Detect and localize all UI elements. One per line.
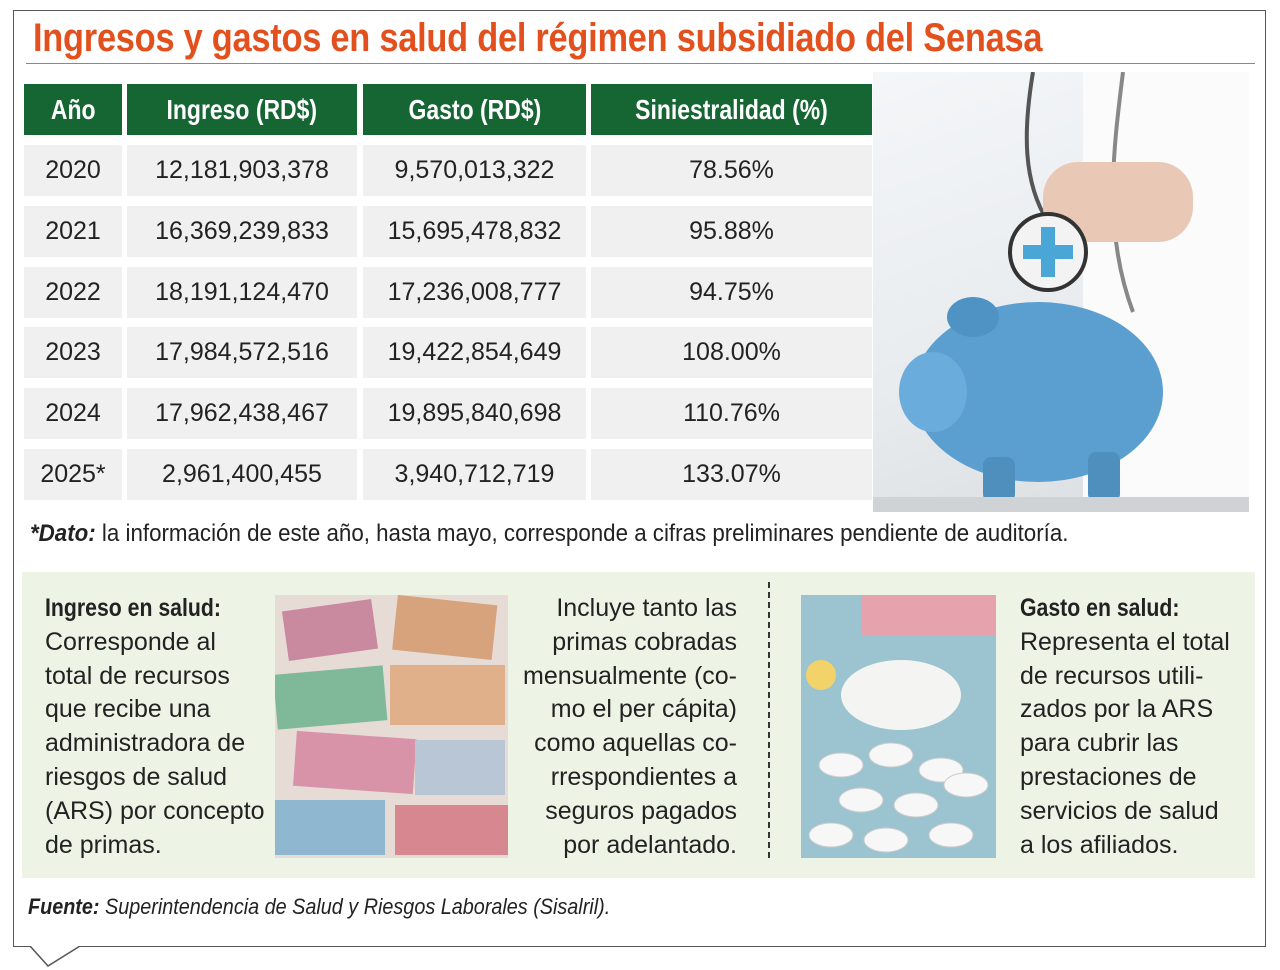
ingreso-definition: Ingreso en salud: Corresponde al total de…	[45, 592, 265, 862]
cell-ingreso: 2,961,400,455	[127, 449, 357, 500]
definition-line: administradora de	[45, 729, 246, 758]
header-label: Gasto (RD$)	[408, 93, 541, 125]
source-credit: Fuente: Superintendencia de Salud y Ries…	[28, 894, 610, 920]
detail-line: por adelantado.	[563, 830, 737, 859]
detail-line: rrespondientes a	[550, 762, 737, 791]
ingreso-heading: Ingreso en salud:	[45, 594, 221, 622]
cell-gasto: 9,570,013,322	[363, 145, 586, 196]
footnote-label: *Dato:	[30, 520, 96, 547]
footnote-text: la información de este año, hasta mayo, …	[95, 520, 1069, 547]
cell-year: 2021	[24, 205, 122, 257]
cell-siniestralidad: 94.75%	[591, 266, 872, 318]
definition-line: zados por la ARS	[1020, 695, 1214, 724]
definition-line: servicios de salud	[1020, 796, 1219, 825]
definition-line: prestaciones de	[1020, 762, 1197, 791]
header-label: Ingreso (RD$)	[166, 93, 318, 125]
cell-year: 2024	[24, 388, 122, 440]
header-ingreso: Ingreso (RD$)	[127, 84, 357, 135]
cell-gasto: 19,895,840,698	[363, 388, 586, 440]
detail-line: seguros pagados	[545, 796, 737, 825]
definition-line: para cubrir las	[1020, 729, 1179, 758]
header-label: Año	[50, 93, 96, 125]
source-text: Superintendencia de Salud y Riesgos Labo…	[99, 894, 611, 919]
cell-ingreso: 16,369,239,833	[127, 205, 357, 257]
pills-photo	[801, 595, 996, 858]
detail-line: mensualmente (co-	[523, 661, 737, 690]
header-siniestralidad: Siniestralidad (%)	[591, 84, 872, 135]
piggy-bank-photo	[873, 72, 1249, 512]
cell-siniestralidad: 95.88%	[591, 205, 872, 257]
cell-ingreso: 17,984,572,516	[127, 327, 357, 379]
definition-line: a los afiliados.	[1020, 830, 1179, 859]
header-gasto: Gasto (RD$)	[363, 84, 586, 135]
cell-gasto: 15,695,478,832	[363, 205, 586, 257]
cell-siniestralidad: 133.07%	[591, 449, 872, 500]
definition-line: de recursos utili-	[1020, 661, 1204, 690]
cell-siniestralidad: 110.76%	[591, 388, 872, 440]
gasto-heading: Gasto en salud:	[1020, 594, 1180, 622]
panel-divider	[768, 582, 770, 858]
cell-gasto: 3,940,712,719	[363, 449, 586, 500]
ingreso-detail: Incluye tanto las primas cobradas mensualm…	[523, 592, 737, 862]
banknotes-photo	[275, 595, 508, 858]
detail-line: primas cobradas	[552, 627, 737, 656]
cell-year: 2022	[24, 266, 122, 318]
cell-ingreso: 12,181,903,378	[127, 145, 357, 196]
cell-year: 2023	[24, 327, 122, 379]
definitions-panel	[22, 572, 1255, 878]
definition-line: que recibe una	[45, 695, 211, 724]
cell-gasto: 19,422,854,649	[363, 327, 586, 379]
definition-line: riesgos de salud	[45, 762, 228, 791]
definition-line: (ARS) por concepto	[45, 796, 265, 825]
cell-year: 2020	[24, 145, 122, 196]
header-label: Siniestralidad (%)	[635, 93, 828, 125]
detail-line: como aquellas co-	[534, 729, 737, 758]
definition-line: de primas.	[45, 830, 162, 859]
definition-line: Representa el total	[1020, 627, 1230, 656]
cell-ingreso: 18,191,124,470	[127, 266, 357, 318]
footnote: *Dato: la información de este año, hasta…	[30, 520, 1068, 548]
detail-line: mo el per cápita)	[550, 695, 737, 724]
cell-year: 2025*	[24, 449, 122, 500]
cell-siniestralidad: 108.00%	[591, 327, 872, 379]
cell-siniestralidad: 78.56%	[591, 145, 872, 196]
gasto-definition: Gasto en salud: Representa el total de re…	[1020, 592, 1230, 862]
source-label: Fuente:	[28, 894, 100, 919]
detail-line: Incluye tanto las	[556, 594, 737, 622]
title-divider	[26, 63, 1255, 64]
page-title: Ingresos y gastos en salud del régimen s…	[33, 16, 1043, 60]
definition-line: Corresponde al	[45, 627, 216, 656]
cell-gasto: 17,236,008,777	[363, 266, 586, 318]
header-year: Año	[24, 84, 122, 135]
cell-ingreso: 17,962,438,467	[127, 388, 357, 440]
definition-line: total de recursos	[45, 661, 230, 690]
